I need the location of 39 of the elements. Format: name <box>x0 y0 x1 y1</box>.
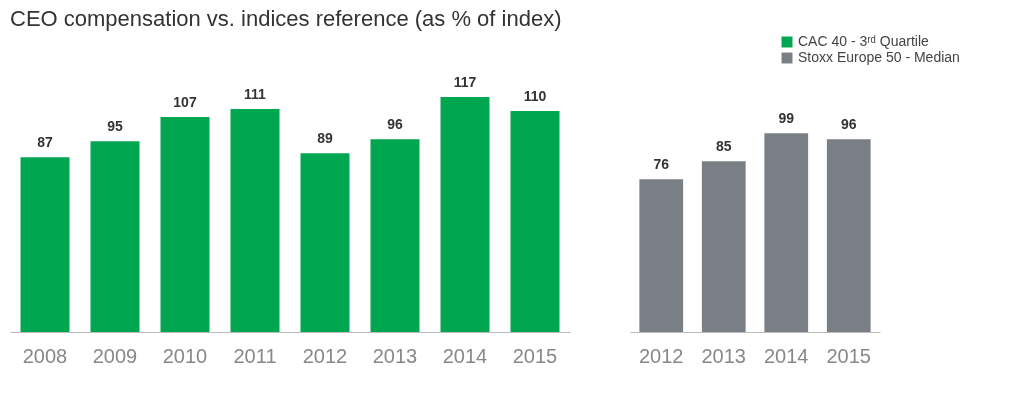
bar <box>160 117 210 332</box>
data-label: 87 <box>37 134 53 151</box>
data-label: 107 <box>173 94 197 111</box>
data-label: 110 <box>523 88 547 105</box>
x-tick-label: 2015 <box>826 344 871 367</box>
bar <box>230 109 280 332</box>
data-label: 89 <box>317 130 333 147</box>
bar <box>510 111 560 332</box>
data-label: 96 <box>387 116 403 133</box>
data-label: 96 <box>840 116 857 133</box>
bar <box>370 139 420 332</box>
data-label: 117 <box>453 74 477 90</box>
x-tick-label: 2008 <box>22 344 68 367</box>
data-label: 111 <box>244 86 267 103</box>
x-tick-label: 2013 <box>372 344 418 367</box>
x-tick-label: 2015 <box>512 344 558 367</box>
bar <box>20 157 70 332</box>
bar <box>701 161 746 332</box>
legend-label: CAC 40 - 3ʳᵈ Quartile <box>798 33 930 49</box>
chart-title: CEO compensation vs. indices reference (as % of index) <box>10 6 562 31</box>
x-tick-label: 2011 <box>233 344 277 367</box>
bar <box>764 133 809 332</box>
x-tick-label: 2012 <box>639 344 684 367</box>
bar <box>300 153 350 332</box>
legend-label: Stoxx Europe 50 - Median <box>798 49 960 65</box>
x-tick-label: 2014 <box>442 344 488 367</box>
x-tick-label: 2012 <box>302 344 348 367</box>
x-tick-label: 2014 <box>764 344 809 367</box>
bar <box>90 141 140 332</box>
x-tick-label: 2013 <box>701 344 746 367</box>
data-label: 99 <box>778 110 795 127</box>
bar <box>440 97 490 332</box>
x-tick-label: 2010 <box>162 344 208 367</box>
data-label: 95 <box>107 118 123 135</box>
data-label: 76 <box>653 156 670 173</box>
bar <box>826 139 871 332</box>
bar <box>639 179 684 332</box>
x-tick-label: 2009 <box>92 344 138 367</box>
data-label: 85 <box>715 138 732 155</box>
